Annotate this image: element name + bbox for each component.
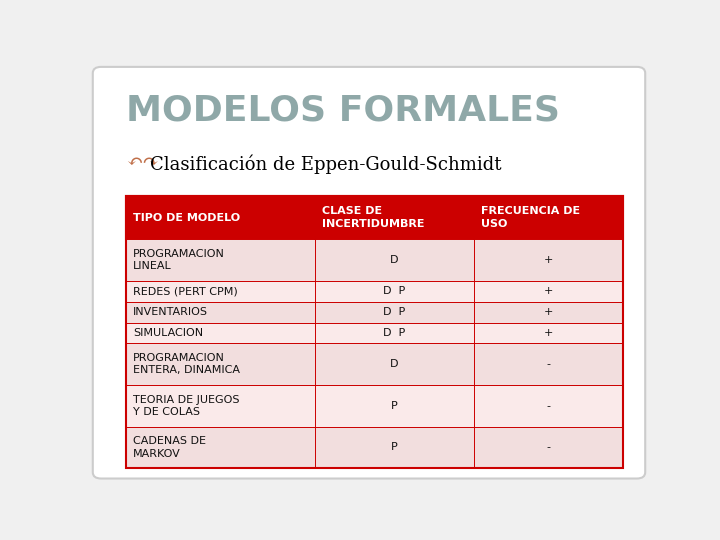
Text: INVENTARIOS: INVENTARIOS	[133, 307, 208, 317]
Text: MODELOS FORMALES: MODELOS FORMALES	[126, 94, 560, 128]
Text: +: +	[544, 286, 553, 296]
Text: Clasificación de Eppen-Gould-Schmidt: Clasificación de Eppen-Gould-Schmidt	[150, 154, 501, 174]
Text: TEORIA DE JUEGOS
Y DE COLAS: TEORIA DE JUEGOS Y DE COLAS	[133, 395, 240, 417]
Text: D  P: D P	[383, 286, 405, 296]
Text: -: -	[546, 359, 550, 369]
Text: -: -	[546, 442, 550, 453]
Text: FRECUENCIA DE
USO: FRECUENCIA DE USO	[481, 206, 580, 229]
Bar	[126, 196, 623, 468]
Bar	[126, 281, 623, 302]
Text: PROGRAMACION
ENTERA, DINAMICA: PROGRAMACION ENTERA, DINAMICA	[133, 353, 240, 375]
Text: +: +	[544, 307, 553, 317]
Bar	[126, 239, 623, 281]
Text: ↶↷: ↶↷	[126, 154, 159, 172]
Text: D: D	[390, 255, 399, 265]
Text: CLASE DE
INCERTIDUMBRE: CLASE DE INCERTIDUMBRE	[322, 206, 424, 229]
Bar	[126, 302, 623, 322]
Bar	[126, 196, 623, 239]
Text: D: D	[390, 359, 399, 369]
Text: PROGRAMACION
LINEAL: PROGRAMACION LINEAL	[133, 249, 225, 272]
Bar	[126, 322, 623, 343]
Text: +: +	[544, 328, 553, 338]
Text: -: -	[546, 401, 550, 411]
Text: +: +	[544, 255, 553, 265]
Text: P: P	[391, 442, 398, 453]
Bar	[126, 427, 623, 468]
Text: SIMULACION: SIMULACION	[133, 328, 203, 338]
Bar	[126, 343, 623, 385]
Text: TIPO DE MODELO: TIPO DE MODELO	[133, 213, 240, 222]
Bar	[126, 385, 623, 427]
Text: REDES (PERT CPM): REDES (PERT CPM)	[133, 286, 238, 296]
FancyBboxPatch shape	[93, 67, 645, 478]
Text: D  P: D P	[383, 328, 405, 338]
Text: CADENAS DE
MARKOV: CADENAS DE MARKOV	[133, 436, 206, 458]
Text: D  P: D P	[383, 307, 405, 317]
Text: P: P	[391, 401, 398, 411]
